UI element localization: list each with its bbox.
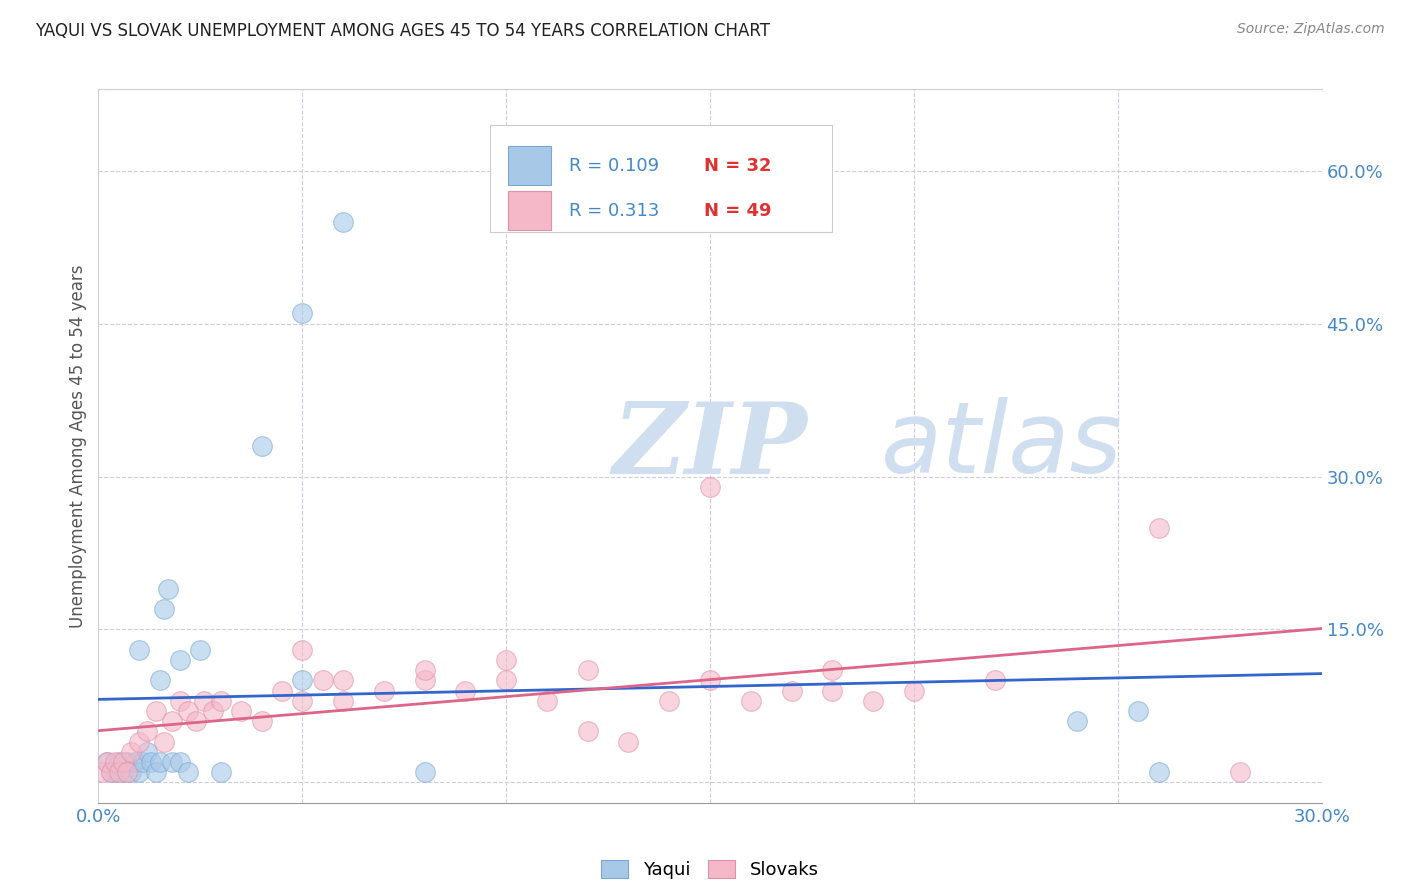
FancyBboxPatch shape [508, 191, 551, 230]
Slovaks [373, 683, 395, 698]
Yaqui [188, 643, 212, 657]
Yaqui [160, 755, 183, 769]
Text: R = 0.313: R = 0.313 [569, 202, 659, 219]
Slovaks [984, 673, 1007, 688]
Yaqui [145, 765, 167, 780]
Yaqui [149, 755, 172, 769]
Yaqui [1066, 714, 1088, 729]
Text: N = 32: N = 32 [704, 157, 772, 175]
Slovaks [120, 745, 142, 759]
Yaqui [156, 582, 179, 596]
Text: YAQUI VS SLOVAK UNEMPLOYMENT AMONG AGES 45 TO 54 YEARS CORRELATION CHART: YAQUI VS SLOVAK UNEMPLOYMENT AMONG AGES … [35, 22, 770, 40]
Slovaks [250, 714, 273, 729]
Slovaks [136, 724, 159, 739]
Slovaks [536, 694, 558, 708]
Slovaks [1229, 765, 1251, 780]
Slovaks [658, 694, 681, 708]
Yaqui [332, 215, 354, 229]
Slovaks [495, 653, 517, 667]
Slovaks [821, 663, 844, 677]
Slovaks [576, 663, 599, 677]
Yaqui [209, 765, 232, 780]
Slovaks [100, 765, 122, 780]
Slovaks [152, 734, 174, 748]
Slovaks [186, 714, 208, 729]
Slovaks [209, 694, 232, 708]
Yaqui [108, 755, 131, 769]
Yaqui [96, 755, 118, 769]
Slovaks [96, 755, 118, 769]
Slovaks [160, 714, 183, 729]
Slovaks [270, 683, 294, 698]
Yaqui [136, 745, 159, 759]
Yaqui [128, 643, 150, 657]
Slovaks [576, 724, 599, 739]
Slovaks [1147, 520, 1170, 534]
Slovaks [104, 755, 127, 769]
Yaqui [149, 673, 172, 688]
Text: atlas: atlas [882, 398, 1123, 494]
Slovaks [128, 734, 150, 748]
Slovaks [312, 673, 335, 688]
Yaqui [169, 653, 191, 667]
Slovaks [332, 673, 354, 688]
Slovaks [332, 694, 354, 708]
Slovaks [699, 480, 721, 494]
Slovaks [169, 694, 191, 708]
Yaqui [169, 755, 191, 769]
Slovaks [115, 765, 138, 780]
Yaqui [115, 755, 138, 769]
Slovaks [145, 704, 167, 718]
Slovaks [177, 704, 200, 718]
Slovaks [780, 683, 803, 698]
Yaqui [120, 765, 142, 780]
Text: N = 49: N = 49 [704, 202, 772, 219]
Slovaks [699, 673, 721, 688]
Yaqui [152, 602, 174, 616]
Slovaks [495, 673, 517, 688]
Text: R = 0.109: R = 0.109 [569, 157, 659, 175]
Slovaks [291, 694, 314, 708]
Y-axis label: Unemployment Among Ages 45 to 54 years: Unemployment Among Ages 45 to 54 years [69, 264, 87, 628]
Yaqui [291, 306, 314, 320]
Yaqui [1147, 765, 1170, 780]
Slovaks [903, 683, 925, 698]
Slovaks [413, 663, 436, 677]
Yaqui [111, 765, 134, 780]
Slovaks [821, 683, 844, 698]
Slovaks [108, 765, 131, 780]
Yaqui [250, 439, 273, 453]
Yaqui [291, 673, 314, 688]
FancyBboxPatch shape [489, 125, 832, 232]
Slovaks [862, 694, 884, 708]
Legend: Yaqui, Slovaks: Yaqui, Slovaks [593, 853, 827, 887]
Slovaks [291, 643, 314, 657]
Slovaks [111, 755, 134, 769]
Yaqui [128, 765, 150, 780]
Yaqui [141, 755, 163, 769]
Slovaks [454, 683, 477, 698]
Yaqui [177, 765, 200, 780]
Text: Source: ZipAtlas.com: Source: ZipAtlas.com [1237, 22, 1385, 37]
Yaqui [1128, 704, 1150, 718]
Slovaks [201, 704, 224, 718]
Text: ZIP: ZIP [612, 398, 807, 494]
Yaqui [100, 765, 122, 780]
Slovaks [91, 765, 114, 780]
Yaqui [132, 755, 155, 769]
Slovaks [413, 673, 436, 688]
Slovaks [740, 694, 762, 708]
FancyBboxPatch shape [508, 146, 551, 186]
Yaqui [413, 765, 436, 780]
Yaqui [104, 765, 127, 780]
Slovaks [231, 704, 253, 718]
Yaqui [124, 755, 146, 769]
Slovaks [617, 734, 640, 748]
Slovaks [193, 694, 215, 708]
